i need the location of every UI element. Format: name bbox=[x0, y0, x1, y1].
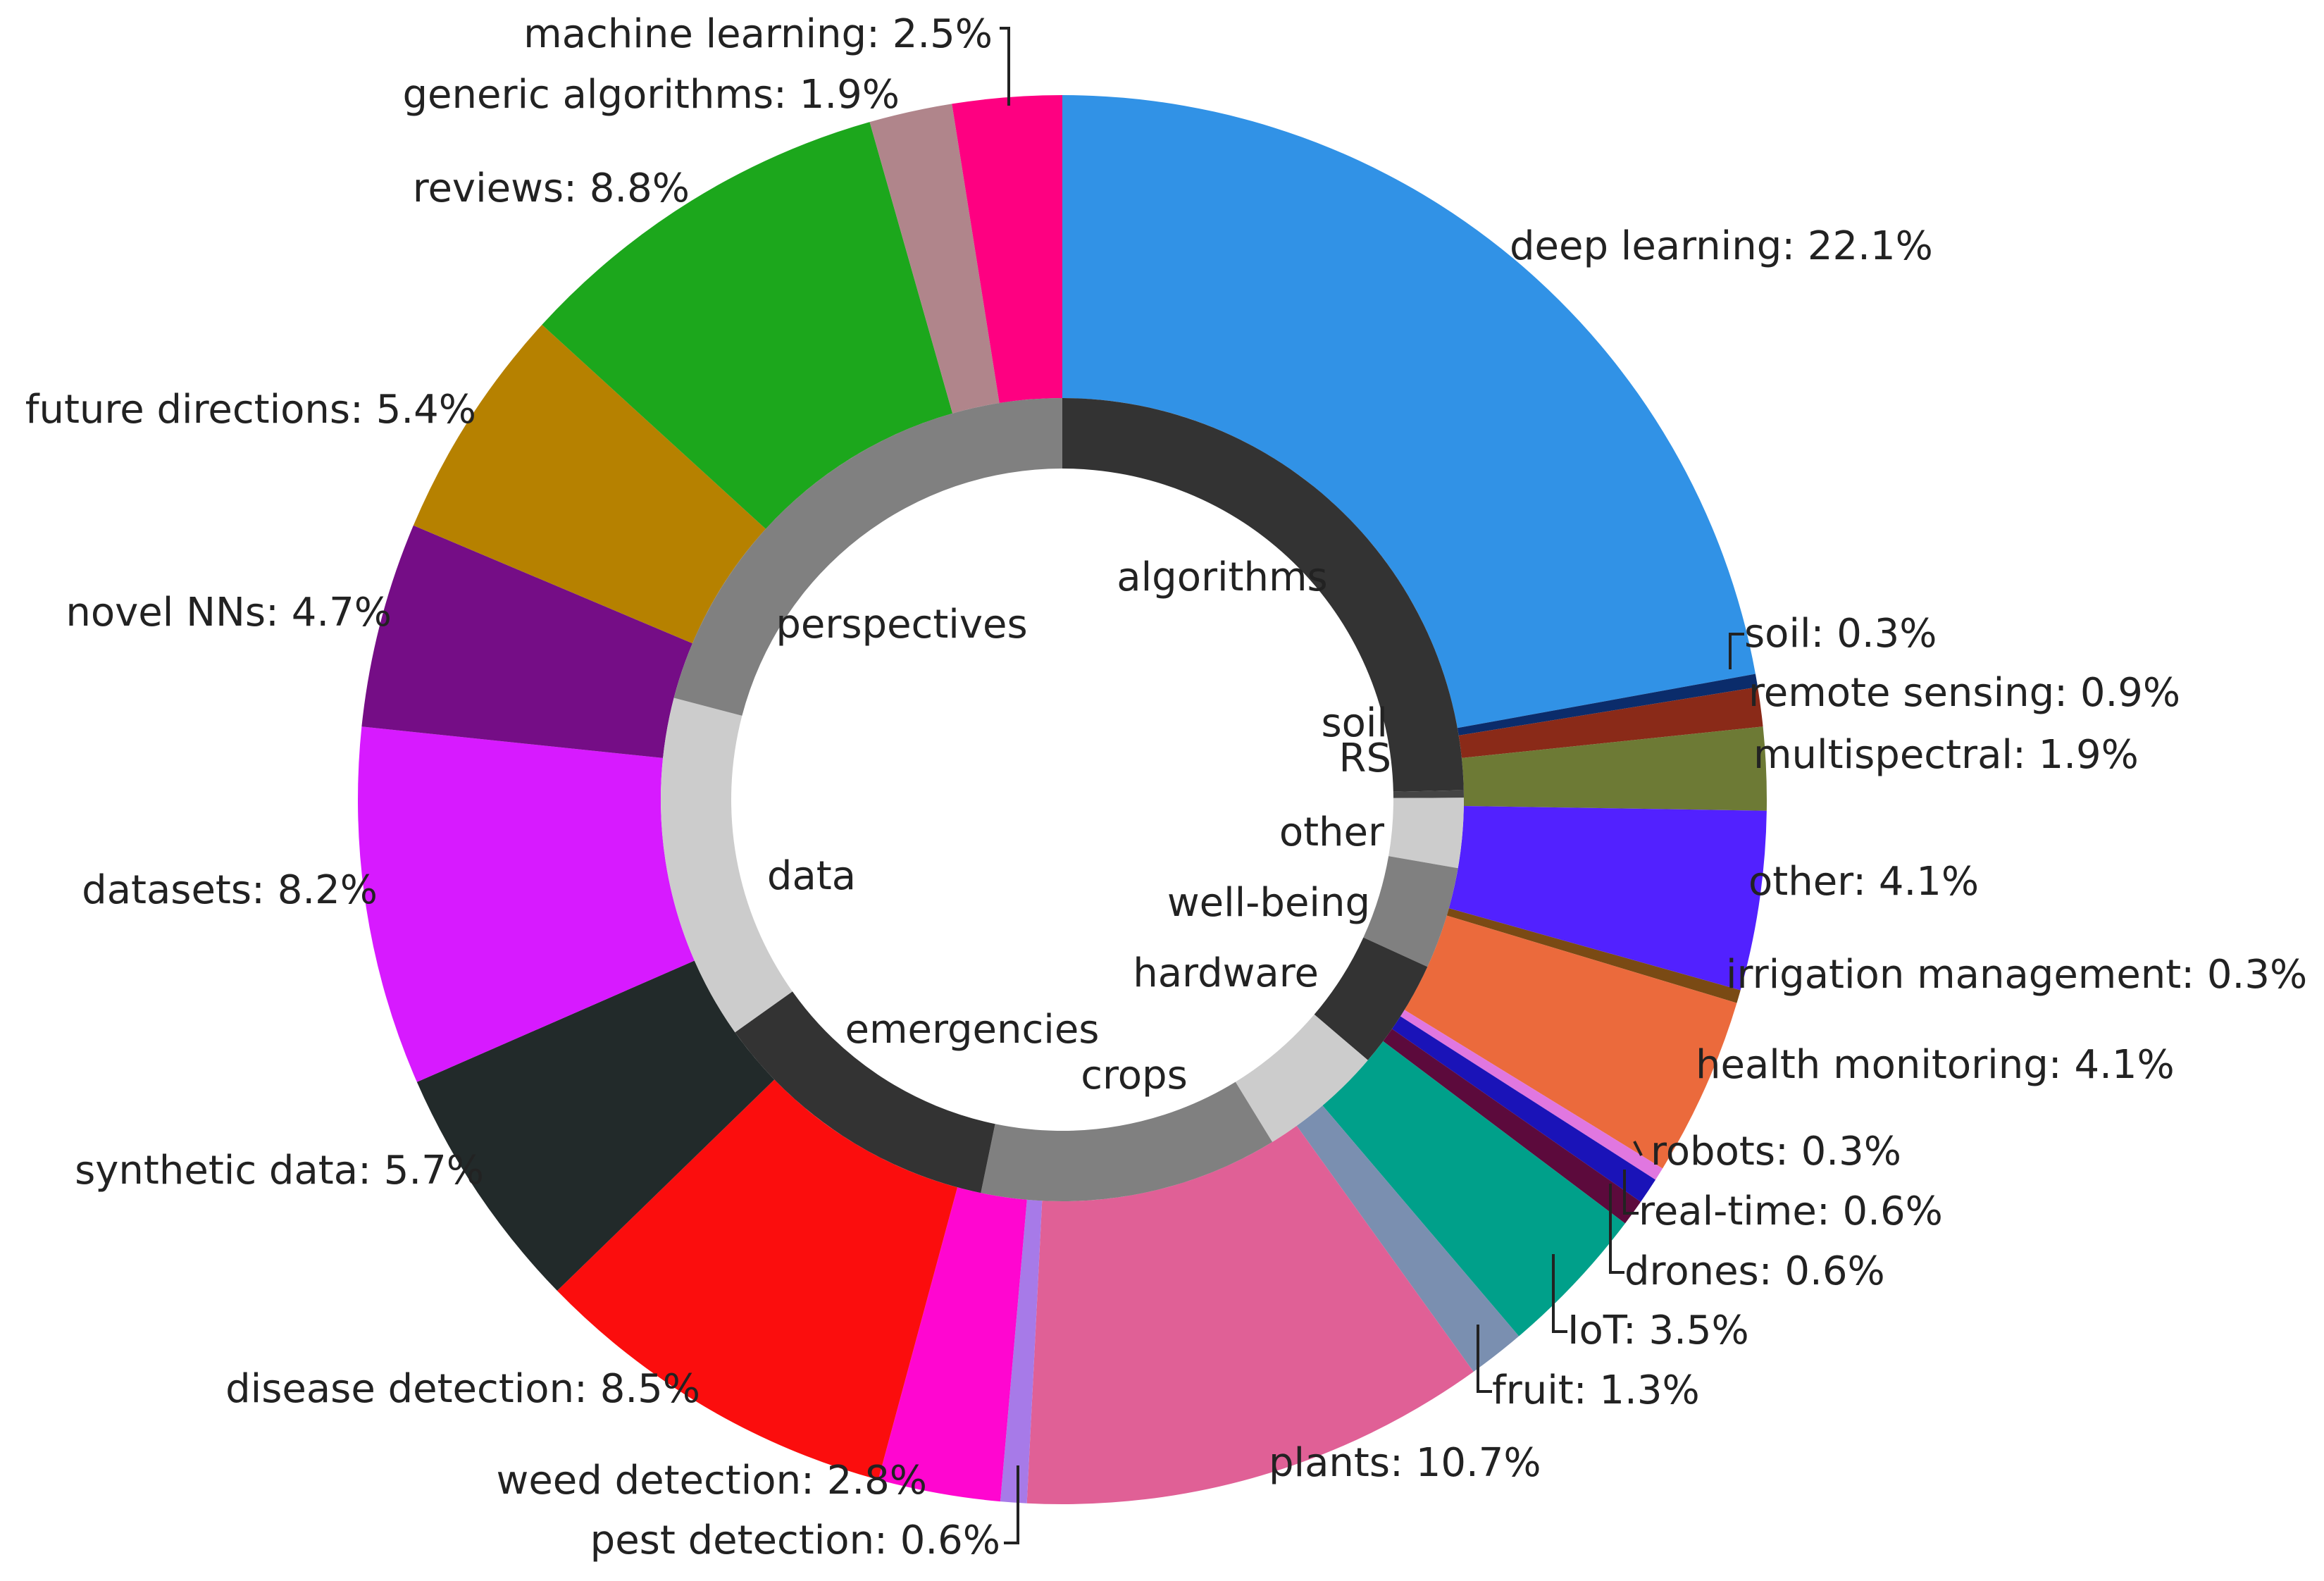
inner-label-hardware: hardware bbox=[1133, 950, 1319, 996]
slice-other bbox=[1448, 805, 1767, 991]
outer-labels: deep learning: 22.1% soil: 0.3% remote s… bbox=[25, 11, 2307, 1563]
leader-real-time bbox=[1623, 1170, 1639, 1215]
label-generic-algorithms: generic algorithms: 1.9% bbox=[403, 72, 900, 118]
slice-remote-sensing bbox=[1458, 687, 1763, 758]
label-deep-learning: deep learning: 22.1% bbox=[1510, 223, 1933, 269]
slice-fruit bbox=[1296, 1105, 1520, 1372]
inner-slice-rs bbox=[1388, 798, 1464, 869]
slice-reviews bbox=[542, 122, 953, 529]
label-pest-detection: pest detection: 0.6% bbox=[590, 1518, 1000, 1563]
label-future-directions: future directions: 5.4% bbox=[25, 387, 476, 433]
inner-slice-perspectives bbox=[673, 398, 1062, 716]
inner-slice-hardware bbox=[1235, 1014, 1368, 1142]
inner-slice-algorithms bbox=[1062, 398, 1464, 792]
label-remote-sensing: remote sensing: 0.9% bbox=[1748, 670, 2180, 716]
slice-disease-detection bbox=[557, 1079, 958, 1480]
slice-multispectral bbox=[1461, 726, 1767, 811]
slice-iot bbox=[1322, 1041, 1625, 1337]
slice-future-directions bbox=[413, 324, 766, 644]
leader-iot bbox=[1552, 1254, 1567, 1333]
label-machine-learning: machine learning: 2.5% bbox=[523, 11, 993, 57]
outer-ring bbox=[358, 95, 1767, 1504]
slice-soil bbox=[1457, 674, 1758, 736]
slice-real-time bbox=[1392, 1016, 1656, 1202]
inner-label-emergencies: emergencies bbox=[845, 1007, 1100, 1053]
label-irrigation-management: irrigation management: 0.3% bbox=[1726, 952, 2307, 998]
label-health-monitoring: health monitoring: 4.1% bbox=[1696, 1042, 2175, 1088]
leader-machine-learning bbox=[1000, 27, 1010, 106]
label-fruit: fruit: 1.3% bbox=[1492, 1368, 1700, 1413]
inner-slice-well-being bbox=[1314, 937, 1428, 1060]
label-multispectral: multispectral: 1.9% bbox=[1753, 732, 2139, 778]
label-reviews: reviews: 8.8% bbox=[413, 166, 690, 211]
slice-irrigation-management bbox=[1446, 908, 1741, 1003]
slice-plants bbox=[1026, 1125, 1474, 1504]
inner-slice-crops bbox=[981, 1081, 1273, 1201]
slice-synthetic-data bbox=[416, 960, 775, 1291]
label-iot: IoT: 3.5% bbox=[1567, 1308, 1749, 1353]
inner-label-algorithms: algorithms bbox=[1117, 554, 1327, 600]
inner-slice-emergencies bbox=[735, 991, 995, 1194]
leader-lines bbox=[1000, 27, 1744, 1544]
leader-robots bbox=[1633, 1141, 1643, 1156]
inner-label-rs: RS bbox=[1339, 736, 1391, 781]
label-disease-detection: disease detection: 8.5% bbox=[225, 1366, 700, 1412]
inner-label-other: other bbox=[1279, 810, 1385, 855]
leader-soil bbox=[1729, 633, 1744, 669]
label-soil: soil: 0.3% bbox=[1744, 611, 1937, 657]
leader-pest-detection bbox=[1004, 1465, 1019, 1544]
inner-labels: algorithms soil RS other well-being hard… bbox=[767, 554, 1391, 1098]
slice-drones bbox=[1383, 1029, 1641, 1224]
slice-deep-learning bbox=[1062, 95, 1756, 728]
slice-machine-learning bbox=[952, 95, 1062, 404]
slice-pest-detection bbox=[1000, 1199, 1043, 1504]
slice-robots bbox=[1400, 1010, 1663, 1180]
leader-fruit bbox=[1477, 1325, 1492, 1393]
label-novel-nns: novel NNs: 4.7% bbox=[66, 590, 392, 636]
inner-label-crops: crops bbox=[1081, 1053, 1188, 1098]
label-plants: plants: 10.7% bbox=[1269, 1440, 1541, 1486]
label-other: other: 4.1% bbox=[1748, 859, 1979, 905]
label-drones: drones: 0.6% bbox=[1624, 1248, 1885, 1294]
slice-health-monitoring bbox=[1404, 915, 1737, 1169]
inner-label-data: data bbox=[767, 853, 856, 899]
inner-slice-data bbox=[661, 698, 793, 1033]
inner-label-soil: soil bbox=[1321, 700, 1388, 746]
slice-novel-nns bbox=[361, 525, 692, 758]
leader-drones bbox=[1609, 1184, 1624, 1274]
label-datasets: datasets: 8.2% bbox=[82, 867, 378, 913]
label-robots: robots: 0.3% bbox=[1651, 1129, 1901, 1174]
inner-slice-soil bbox=[1393, 790, 1464, 798]
label-synthetic-data: synthetic data: 5.7% bbox=[75, 1148, 484, 1194]
inner-label-well-being: well-being bbox=[1167, 880, 1370, 926]
inner-slice-other bbox=[1363, 856, 1458, 967]
slice-datasets bbox=[358, 726, 695, 1082]
inner-ring bbox=[661, 398, 1464, 1201]
inner-label-perspectives: perspectives bbox=[776, 602, 1027, 647]
slice-weed-detection bbox=[878, 1187, 1027, 1502]
slice-generic-algorithms bbox=[869, 104, 1000, 414]
label-real-time: real-time: 0.6% bbox=[1639, 1189, 1943, 1234]
label-weed-detection: weed detection: 2.8% bbox=[497, 1458, 927, 1504]
